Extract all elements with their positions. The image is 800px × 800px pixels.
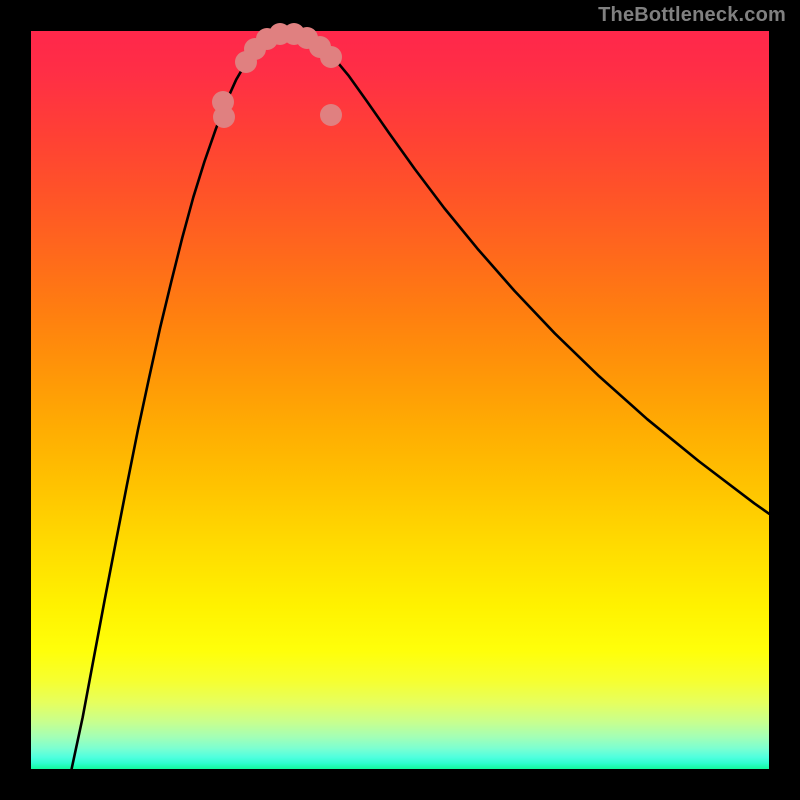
watermark-text: TheBottleneck.com [598, 4, 786, 27]
marker-layer [31, 31, 769, 769]
frame-left [0, 0, 31, 800]
data-marker [320, 104, 342, 126]
data-marker [212, 91, 234, 113]
frame-right [769, 0, 800, 800]
frame-bottom [0, 769, 800, 800]
data-marker [320, 46, 342, 68]
bottleneck-chart [31, 31, 769, 769]
